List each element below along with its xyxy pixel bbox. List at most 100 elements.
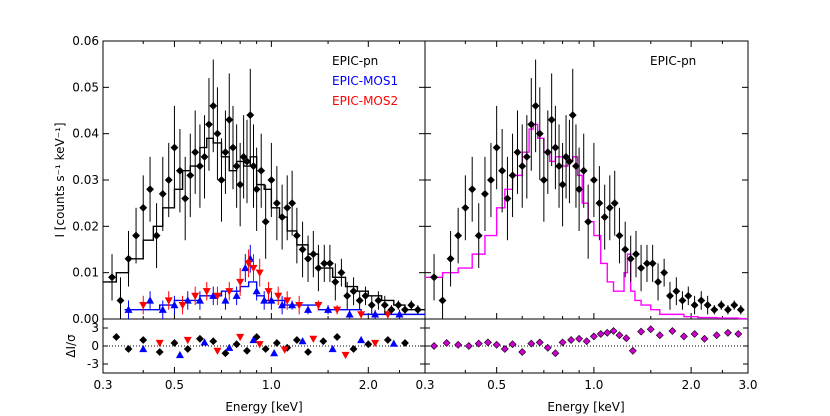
pn-right-point — [551, 143, 560, 152]
pn-right-point — [690, 301, 699, 310]
pn-point — [267, 176, 276, 184]
pn-point — [304, 254, 312, 263]
pn-point — [272, 199, 281, 208]
resid-point-right — [637, 327, 646, 336]
resid-point-right — [430, 342, 438, 350]
pn-point — [387, 305, 396, 314]
pn-right-point — [535, 129, 544, 138]
resid-point-left — [270, 349, 279, 357]
resid-point-right — [655, 331, 664, 340]
pn-point — [213, 129, 222, 138]
pn-point — [361, 291, 370, 300]
resid-point-right — [454, 340, 463, 349]
y-tick-label: 0.01 — [72, 266, 99, 280]
resid-point-left — [183, 336, 192, 345]
pn-right-point — [522, 152, 531, 161]
pn-right-point — [610, 199, 619, 208]
pn-point — [288, 199, 297, 208]
resid-point-right — [712, 331, 721, 340]
pn-right-point — [724, 305, 732, 314]
y-tick-label: 0.02 — [72, 219, 99, 233]
pn-point — [246, 111, 255, 120]
resid-point-right — [508, 340, 517, 349]
resid-point-right — [646, 325, 655, 334]
resid-point-right — [582, 337, 591, 346]
x-tick-label: 1.0 — [584, 378, 603, 392]
pn-point — [200, 152, 209, 161]
pn-right-point — [474, 231, 483, 240]
pn-point — [170, 143, 179, 152]
pn-point — [217, 176, 226, 184]
mos2-point — [383, 311, 392, 319]
resid-point-right — [668, 327, 677, 335]
resid-point-left — [292, 336, 301, 344]
mos2-point — [225, 288, 234, 296]
pn-right-point — [648, 259, 657, 268]
resid-point-left — [249, 335, 258, 344]
mos1-point — [241, 263, 250, 272]
pn-right-point — [717, 301, 726, 310]
mos2-point — [333, 306, 342, 314]
y-tick-label: 0.04 — [72, 127, 99, 141]
pn-point — [337, 268, 346, 277]
resid-point-right — [575, 334, 584, 343]
pn-point — [407, 301, 416, 310]
pn-right-point — [454, 231, 463, 240]
resid-point-left — [349, 345, 358, 353]
mos1-point — [278, 300, 287, 309]
pn-right-point — [518, 162, 527, 171]
resid-point-left — [112, 333, 121, 341]
resid-point-right — [622, 334, 631, 343]
pn-right-point — [498, 166, 507, 175]
pn-right-point — [621, 245, 630, 254]
mos1-point — [170, 300, 179, 309]
resid-point-left — [280, 346, 289, 354]
resid-point-left — [170, 339, 179, 347]
y-axis-label: I [counts s⁻¹ keV⁻¹] — [53, 122, 67, 237]
pn-right-point — [626, 254, 635, 263]
pn-right-point — [508, 171, 517, 180]
pn-point — [261, 217, 270, 226]
resid-point-right — [603, 328, 612, 337]
y-tick-label: 0.05 — [72, 80, 99, 94]
resid-point-right — [551, 349, 560, 358]
x-tick-label: 0.3 — [415, 378, 434, 392]
pn-point — [239, 152, 248, 161]
resid-point-right — [680, 332, 688, 341]
pn-right-point — [697, 296, 706, 305]
resid-point-left — [383, 336, 392, 344]
pn-point — [349, 287, 358, 296]
pn-right-point — [555, 162, 563, 171]
pn-point — [413, 305, 422, 314]
pn-point — [394, 301, 403, 310]
pn-point — [252, 185, 261, 194]
mos2-point — [191, 292, 200, 300]
resid-point-left — [309, 335, 318, 343]
pn-point — [249, 162, 258, 171]
resid-point-right — [527, 339, 536, 348]
x-tick-label: 2.0 — [359, 378, 378, 392]
x-tick-label: 0.5 — [165, 378, 184, 392]
pn-right-point — [572, 162, 580, 171]
resid-point-right — [609, 327, 618, 335]
resid-point-right — [589, 332, 598, 341]
pn-right-point — [575, 185, 584, 194]
pn-point — [257, 166, 266, 175]
legend-epic-pn-left: EPIC-pn — [332, 54, 378, 68]
resid-point-left — [328, 344, 337, 353]
pn-point — [152, 231, 161, 240]
x-tick-label: 0.5 — [487, 378, 506, 392]
pn-right-point — [710, 305, 719, 314]
x-axis-label-right: Energy [keV] — [547, 400, 624, 414]
pn-model-line — [103, 137, 425, 311]
pn-right-point — [543, 148, 552, 157]
mos1-point — [221, 296, 230, 304]
mos1-point — [124, 305, 133, 313]
pn-point — [191, 148, 200, 157]
resid-point-left — [183, 345, 192, 353]
resid-point-right — [628, 346, 637, 355]
pn-right-point — [558, 180, 567, 189]
x-tick-label: 0.3 — [93, 378, 112, 392]
mos2-point — [295, 301, 304, 310]
pn-right-point — [672, 287, 681, 296]
